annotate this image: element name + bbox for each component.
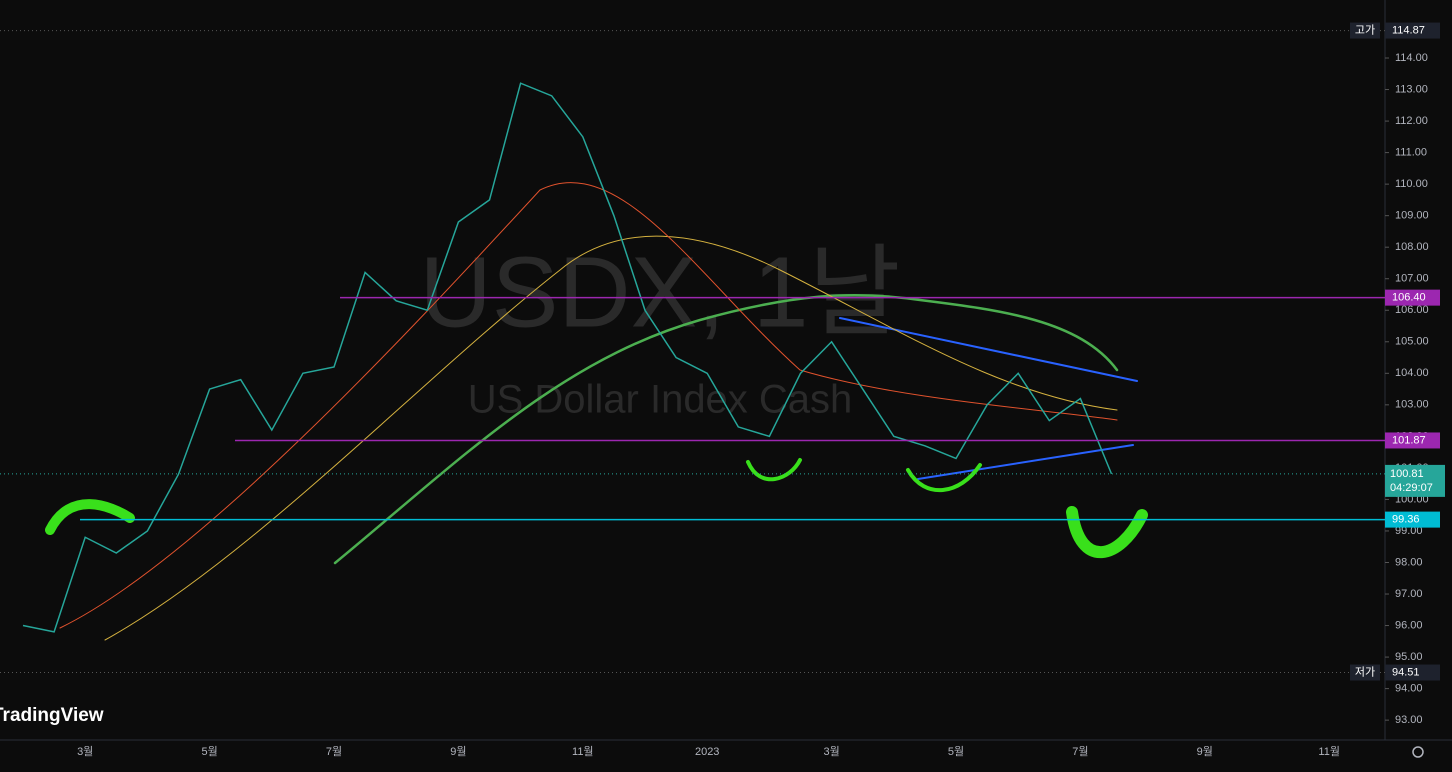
y-tick-label: 95.00: [1395, 651, 1423, 663]
low-tag: 저가: [1355, 665, 1375, 678]
trend-line: [917, 444, 1134, 480]
x-tick-label: 7월: [326, 745, 342, 758]
level-label: 99.36: [1392, 514, 1420, 526]
level-badge: [1385, 432, 1440, 449]
high-tag-box: [1350, 22, 1380, 39]
x-tick-label: 9월: [1197, 745, 1213, 758]
price-line: [22, 82, 1113, 633]
level-label: 101.87: [1392, 434, 1426, 446]
x-tick-label: 11월: [1318, 745, 1340, 758]
annotation-curve: [746, 458, 802, 482]
y-tick-label: 110.00: [1395, 178, 1428, 190]
y-tick-label: 94.00: [1395, 683, 1423, 695]
y-tick-label: 103.00: [1395, 399, 1429, 411]
x-tick-label: 11월: [572, 745, 594, 758]
y-tick-label: 112.00: [1395, 115, 1428, 127]
y-tick-label: 97.00: [1395, 588, 1423, 600]
y-tick-label: 111.00: [1395, 147, 1427, 159]
ma-200: [333, 293, 1119, 565]
countdown: 04:29:07: [1390, 482, 1433, 494]
x-tick-label: 2023: [695, 746, 719, 758]
level-badge: [1385, 511, 1440, 528]
x-tick-label: 5월: [201, 745, 217, 758]
x-tick-label: 9월: [450, 745, 466, 758]
watermark-symbol: USDX, 1날: [419, 236, 900, 348]
annotation-curve: [45, 499, 135, 535]
high-badge: [1385, 22, 1440, 39]
y-tick-label: 98.00: [1395, 556, 1423, 568]
drawings: [45, 182, 1148, 641]
settings-icon[interactable]: [1412, 746, 1424, 758]
y-tick-label: 107.00: [1395, 273, 1429, 285]
y-tick-label: 99.00: [1395, 525, 1423, 537]
x-tick-label: 3월: [823, 745, 839, 758]
annotation-curve: [1066, 506, 1148, 559]
ma-100: [104, 235, 1118, 641]
brand-logo: TradingView: [0, 705, 104, 726]
y-tick-label: 109.00: [1395, 210, 1429, 222]
annotation-curve: [906, 463, 982, 493]
low-tag-box: [1350, 664, 1380, 681]
low-badge: [1385, 664, 1440, 681]
y-tick-label: 108.00: [1395, 241, 1429, 253]
last-price-badge: [1385, 464, 1445, 497]
x-tick-label: 3월: [77, 745, 93, 758]
high-tag: 고가: [1355, 23, 1375, 36]
x-tick-label: 7월: [1072, 745, 1088, 758]
high-label: 114.87: [1392, 24, 1425, 36]
trend-line: [839, 317, 1138, 382]
y-tick-label: 104.00: [1395, 367, 1429, 379]
y-tick-label: 113.00: [1395, 83, 1428, 95]
level-label: 106.40: [1392, 292, 1426, 304]
last-price-label: 100.81: [1390, 468, 1424, 480]
low-label: 94.51: [1392, 666, 1420, 678]
y-tick-label: 93.00: [1395, 714, 1423, 726]
y-tick-label: 106.00: [1395, 304, 1429, 316]
ma-50: [59, 182, 1118, 629]
y-tick-label: 114.00: [1395, 52, 1428, 64]
level-badge: [1385, 289, 1440, 306]
y-tick-label: 96.00: [1395, 619, 1423, 631]
y-tick-label: 105.00: [1395, 336, 1429, 348]
x-tick-label: 5월: [948, 745, 964, 758]
